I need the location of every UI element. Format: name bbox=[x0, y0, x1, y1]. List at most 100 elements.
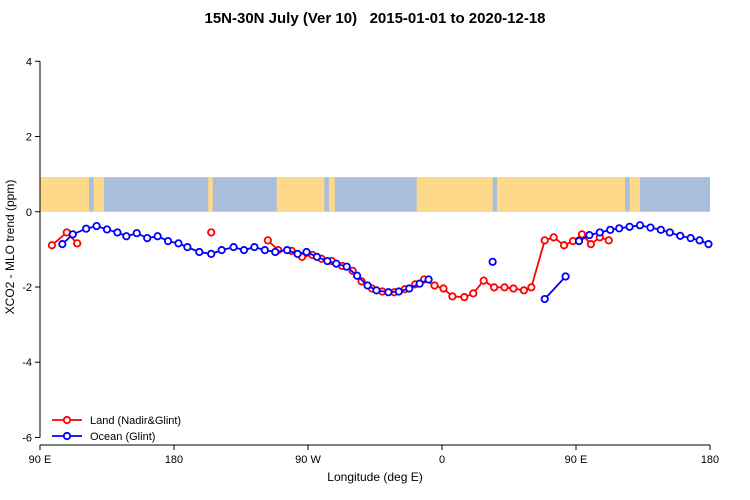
data-point-ocean bbox=[635, 221, 645, 230]
data-point-ocean bbox=[405, 284, 414, 293]
y-tick-label: -2 bbox=[22, 282, 32, 294]
data-point-ocean bbox=[312, 252, 322, 262]
legend-label-ocean: Ocean (Glint) bbox=[90, 431, 155, 443]
legend-symbol-marker-ocean bbox=[62, 431, 72, 441]
map-band-land bbox=[629, 177, 641, 212]
data-point-ocean bbox=[271, 247, 280, 257]
x-tick-label: 90 E bbox=[29, 454, 52, 466]
data-point-ocean bbox=[695, 236, 704, 245]
data-point-land bbox=[448, 292, 457, 301]
data-point-land bbox=[527, 283, 536, 292]
data-point-land bbox=[519, 286, 528, 295]
data-point-land bbox=[509, 284, 518, 293]
data-point-ocean bbox=[615, 224, 624, 233]
chart-title: 15N-30N July (Ver 10) 2015-01-01 to 2020… bbox=[204, 10, 546, 27]
data-point-land bbox=[559, 241, 569, 250]
data-point-ocean bbox=[656, 225, 665, 234]
legend-symbol-marker-land bbox=[62, 415, 72, 425]
series-line-ocean bbox=[544, 275, 567, 300]
map-band-land bbox=[40, 177, 90, 212]
map-band-land bbox=[328, 177, 335, 212]
data-point-ocean bbox=[250, 243, 259, 252]
data-point-land bbox=[604, 236, 613, 245]
data-point-land bbox=[439, 284, 448, 293]
data-point-ocean bbox=[132, 229, 141, 238]
data-point-ocean bbox=[686, 233, 695, 243]
data-point-land bbox=[500, 283, 509, 292]
data-point-land bbox=[490, 283, 499, 292]
legend-label-land: Land (Nadir&Glint) bbox=[90, 415, 181, 427]
data-point-ocean bbox=[332, 259, 341, 268]
data-point-ocean bbox=[625, 222, 634, 231]
data-point-ocean bbox=[606, 225, 615, 234]
data-point-ocean bbox=[302, 247, 311, 257]
x-tick-label: 90 W bbox=[295, 454, 321, 466]
data-point-ocean bbox=[92, 221, 101, 231]
data-point-ocean bbox=[260, 246, 269, 255]
map-band-land bbox=[497, 177, 626, 212]
data-point-ocean bbox=[82, 224, 91, 233]
data-point-ocean bbox=[424, 275, 433, 284]
data-point-ocean bbox=[704, 240, 713, 249]
y-tick-label: -4 bbox=[22, 357, 32, 369]
data-point-ocean bbox=[595, 228, 604, 237]
data-point-ocean bbox=[676, 231, 685, 240]
data-point-ocean bbox=[68, 230, 77, 239]
data-point-ocean bbox=[488, 257, 497, 266]
data-point-ocean bbox=[195, 247, 204, 257]
map-band-land bbox=[276, 177, 325, 212]
y-tick-label: 2 bbox=[26, 132, 32, 144]
data-point-land bbox=[460, 293, 469, 302]
data-point-ocean bbox=[183, 243, 192, 252]
map-band-land bbox=[208, 177, 213, 212]
data-point-land bbox=[540, 236, 549, 245]
x-axis-title: Longitude (deg E) bbox=[327, 470, 423, 484]
x-tick-label: 180 bbox=[165, 454, 183, 466]
data-point-land bbox=[47, 241, 57, 250]
data-point-ocean bbox=[646, 223, 655, 232]
data-point-land bbox=[469, 289, 478, 298]
data-point-ocean bbox=[585, 230, 594, 240]
map-band-land bbox=[93, 177, 105, 212]
data-point-ocean bbox=[174, 239, 183, 248]
data-point-ocean bbox=[207, 249, 216, 258]
data-point-land bbox=[357, 277, 366, 286]
data-point-land bbox=[207, 228, 216, 237]
data-point-ocean bbox=[353, 271, 362, 280]
data-point-ocean bbox=[415, 279, 424, 288]
y-tick-label: 0 bbox=[26, 207, 32, 219]
data-point-land bbox=[73, 239, 82, 248]
data-point-land bbox=[577, 230, 587, 239]
data-point-ocean bbox=[143, 233, 152, 243]
series-line-land bbox=[267, 233, 610, 299]
data-point-ocean bbox=[113, 228, 122, 237]
data-point-ocean bbox=[293, 249, 302, 258]
y-tick-label: 4 bbox=[26, 56, 32, 68]
data-point-ocean bbox=[363, 281, 372, 290]
data-point-ocean bbox=[384, 288, 393, 297]
data-point-ocean bbox=[561, 272, 570, 281]
y-tick-label: -6 bbox=[22, 432, 32, 444]
data-point-land bbox=[586, 240, 595, 249]
data-point-ocean bbox=[122, 232, 131, 241]
data-point-ocean bbox=[102, 225, 112, 234]
data-point-ocean bbox=[394, 287, 403, 296]
data-point-land bbox=[479, 276, 488, 285]
data-point-ocean bbox=[540, 294, 549, 304]
map-band-land bbox=[416, 177, 493, 212]
data-point-land bbox=[549, 233, 558, 242]
data-point-ocean bbox=[283, 246, 292, 255]
data-point-ocean bbox=[342, 262, 351, 271]
x-tick-label: 0 bbox=[439, 454, 445, 466]
data-point-ocean bbox=[58, 240, 67, 249]
data-point-ocean bbox=[163, 237, 173, 246]
data-point-land bbox=[430, 281, 439, 290]
data-point-ocean bbox=[239, 246, 249, 255]
data-point-ocean bbox=[217, 246, 226, 255]
x-tick-label: 180 bbox=[701, 454, 719, 466]
x-tick-label: 90 E bbox=[565, 454, 588, 466]
data-point-ocean bbox=[574, 237, 584, 246]
data-point-ocean bbox=[229, 243, 238, 252]
